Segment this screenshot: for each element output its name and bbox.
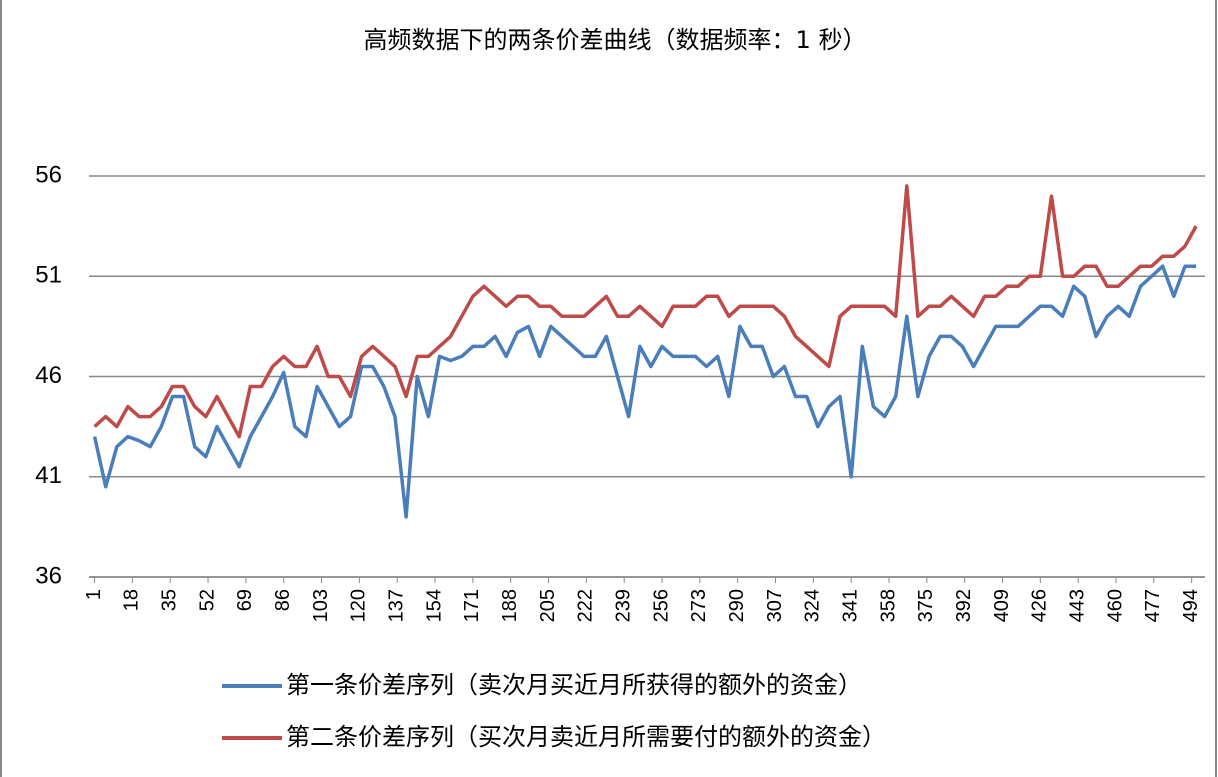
x-tick-label: 426 [1029,589,1051,622]
y-tick-label: 36 [35,562,62,589]
x-tick-label: 154 [423,589,445,622]
x-tick-label: 273 [688,589,710,622]
x-tick-label: 171 [461,589,483,622]
x-tick-label: 324 [802,589,824,622]
x-tick-label: 205 [537,589,559,622]
x-tick-label: 256 [650,589,672,622]
x-tick-label: 392 [953,589,975,622]
legend-label: 第一条价差序列（卖次月买近月所获得的额外的资金） [286,671,862,699]
x-tick-label: 307 [764,589,786,622]
x-tick-label: 460 [1104,589,1126,622]
x-tick-label: 477 [1142,589,1164,622]
x-tick-label: 443 [1066,589,1088,622]
chart-title: 高频数据下的两条价差曲线（数据频率：1 秒） [364,26,867,54]
x-tick-label: 494 [1180,589,1202,622]
line-series [93,184,1198,439]
x-tick-label: 1 [83,589,105,600]
x-tick-label: 35 [159,589,181,611]
x-tick-label: 341 [839,589,861,622]
x-tick-label: 222 [575,589,597,622]
x-tick-label: 103 [310,589,332,622]
x-tick-label: 188 [499,589,521,622]
line-series [92,264,1197,519]
y-tick-label: 51 [35,262,62,289]
x-tick-label: 86 [272,589,294,611]
x-tick-label: 18 [121,589,143,611]
x-tick-label: 375 [915,589,937,622]
x-tick-label: 69 [234,589,256,611]
y-tick-label: 41 [35,462,62,489]
x-tick-label: 409 [991,589,1013,622]
x-tick-label: 137 [385,589,407,622]
x-tick-label: 120 [348,589,370,622]
y-tick-label: 46 [35,362,62,389]
x-tick-label: 358 [877,589,899,622]
x-tick-label: 290 [726,589,748,622]
legend-label: 第二条价差序列（买次月卖近月所需要付的额外的资金） [286,723,886,751]
x-tick-label: 52 [196,589,218,611]
x-tick-label: 239 [612,589,634,622]
y-tick-label: 56 [35,161,62,188]
